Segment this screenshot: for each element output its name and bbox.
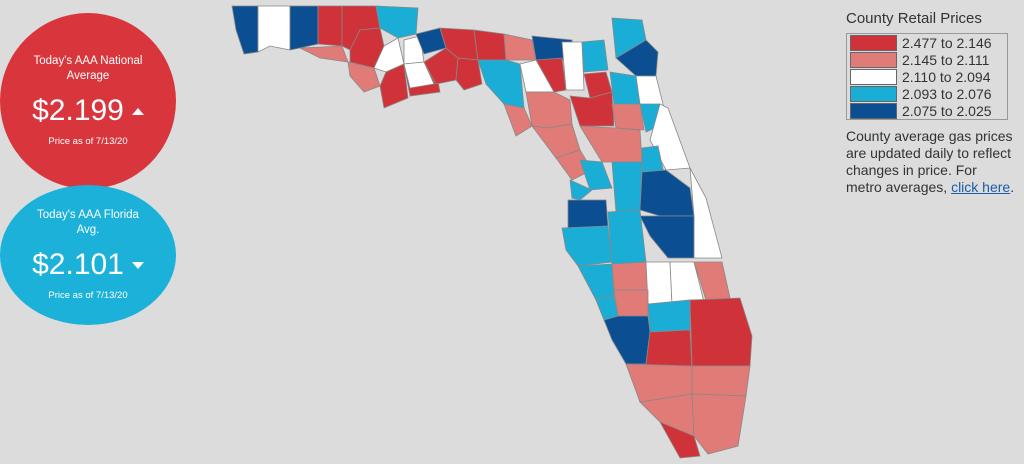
legend-swatch [850,34,897,51]
county-region[interactable] [473,29,507,61]
county-region[interactable] [567,199,609,229]
county-region[interactable] [645,261,673,305]
county-region[interactable] [691,365,751,397]
county-region[interactable] [477,59,525,109]
county-region[interactable] [581,39,609,73]
county-region[interactable] [595,295,619,321]
national-average-label: Today's AAA National Average [33,55,143,82]
county-region[interactable] [375,5,419,39]
county-region[interactable] [689,297,753,367]
county-region[interactable] [317,5,343,47]
legend-item: 2.110 to 2.094 [847,68,1007,85]
county-region[interactable] [257,5,291,53]
florida-average-circle: Today's AAA Florida Avg. $2.101 Price as… [0,185,176,325]
county-region[interactable] [635,75,665,109]
florida-average-price-row: $2.101 [32,248,144,282]
legend-range: 2.093 to 2.076 [902,85,992,102]
county-region[interactable] [503,33,537,61]
legend-swatch [850,85,897,102]
county-region[interactable] [639,169,695,217]
legend-swatch [850,102,897,119]
county-region[interactable] [577,263,615,301]
legend-item: 2.093 to 2.076 [847,85,1007,102]
legend-range: 2.145 to 2.111 [902,51,990,68]
legend-range: 2.075 to 2.025 [902,102,992,119]
county-region[interactable] [613,289,649,317]
county-region[interactable] [569,91,615,127]
county-region[interactable] [579,159,613,191]
national-as-of: Price as of 7/13/20 [48,136,128,147]
county-region[interactable] [639,215,695,259]
county-region[interactable] [403,61,435,89]
price-up-icon [131,107,144,115]
county-region[interactable] [691,393,747,455]
national-average-price-row: $2.199 [32,94,144,128]
metro-averages-link[interactable]: click here [951,179,1011,195]
legend-swatch [850,51,897,68]
florida-average-price: $2.101 [32,248,124,281]
national-average-price: $2.199 [32,94,124,127]
legend-item: 2.477 to 2.146 [847,34,1007,51]
county-region[interactable] [347,61,381,93]
florida-county-map [231,5,753,459]
price-down-icon [131,261,144,269]
county-region[interactable] [609,71,641,105]
county-region[interactable] [561,225,613,267]
county-region[interactable] [659,421,701,459]
county-region[interactable] [579,125,643,163]
county-region[interactable] [647,299,691,333]
legend: County Retail Prices 2.477 to 2.146 2.14… [846,10,1022,196]
county-region[interactable] [531,123,581,159]
florida-as-of: Price as of 7/13/20 [48,290,128,301]
legend-item: 2.145 to 2.111 [847,51,1007,68]
county-region[interactable] [231,5,259,55]
legend-item: 2.075 to 2.025 [847,102,1007,119]
county-regions [231,5,753,459]
legend-title: County Retail Prices [846,10,982,27]
county-region[interactable] [615,39,659,77]
legend-note-end: . [1010,179,1015,195]
county-region[interactable] [611,161,643,213]
county-region[interactable] [611,103,645,131]
florida-average-label: Today's AAA Florida Avg. [37,209,139,236]
legend-range: 2.477 to 2.146 [902,34,992,51]
county-region[interactable] [298,45,349,63]
county-region[interactable] [379,63,409,109]
legend-note: County average gas prices are updated da… [846,128,1016,196]
county-region[interactable] [611,261,649,291]
national-average-circle: Today's AAA National Average $2.199 Pric… [0,13,176,189]
legend-list: 2.477 to 2.146 2.145 to 2.111 2.110 to 2… [846,33,1008,120]
county-region[interactable] [503,103,533,137]
legend-swatch [850,68,897,85]
county-region[interactable] [289,5,319,51]
county-region[interactable] [607,209,647,265]
legend-range: 2.110 to 2.094 [902,68,991,85]
legend-note-text: County average gas prices are updated da… [846,128,1013,195]
county-region[interactable] [455,57,483,91]
county-region[interactable] [525,91,573,129]
county-region[interactable] [561,41,585,91]
county-region[interactable] [603,315,651,365]
county-region[interactable] [689,167,723,259]
